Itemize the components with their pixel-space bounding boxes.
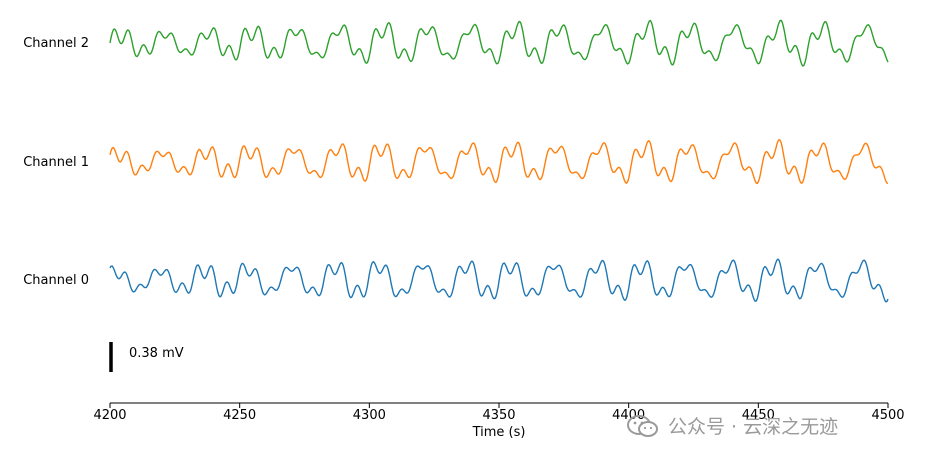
channel-label: Channel 0	[23, 273, 89, 288]
x-tick-label: 4300	[353, 408, 386, 423]
wechat-logo-icon	[627, 414, 658, 437]
channel-label: Channel 1	[23, 155, 89, 170]
x-tick-label: 4500	[871, 408, 904, 423]
x-axis-label: Time (s)	[472, 425, 526, 440]
x-tick-label: 4250	[223, 408, 256, 423]
channel-labels: Channel 2 Channel 1 Channel 0	[23, 36, 89, 288]
x-tick-label: 4400	[612, 408, 645, 423]
series-line-channel-2	[109, 19, 889, 67]
traces	[109, 19, 889, 303]
watermark: 公众号 · 云深之无迹	[626, 412, 838, 439]
x-tick-label: 4350	[482, 408, 515, 423]
x-tick-label: 4200	[93, 408, 126, 423]
series-line-channel-1	[109, 138, 889, 185]
scale-bar-label: 0.38 mV	[129, 346, 184, 361]
scale-bar: 0.38 mV	[109, 342, 184, 372]
series-line-channel-0	[109, 258, 889, 303]
x-ticks: 4200 4250 4300 4350 4400 4450 4500	[93, 403, 905, 423]
x-tick-label: 4450	[742, 408, 775, 423]
watermark-text: 公众号 · 云深之无迹	[668, 416, 839, 438]
channel-label: Channel 2	[23, 36, 89, 51]
